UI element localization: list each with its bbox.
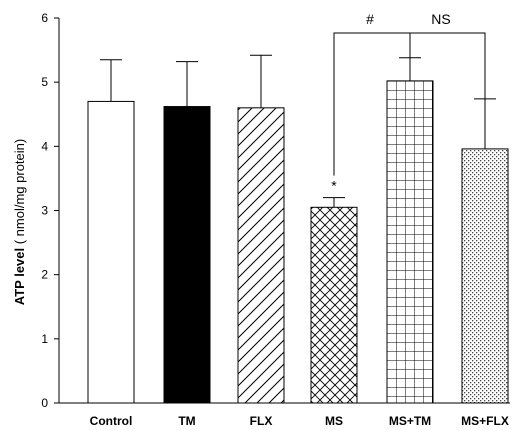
x-category-label: MS+FLX	[461, 414, 509, 428]
y-tick-label: 0	[41, 396, 48, 410]
y-tick-label: 5	[41, 75, 48, 89]
y-axis-label: ATP level ( nmol/mg protein)	[12, 139, 27, 305]
bar-flx	[237, 107, 285, 404]
significance-hash: #	[366, 11, 374, 27]
bar-ms-tm	[386, 80, 434, 404]
y-axis-label-unit: ( nmol/mg protein)	[12, 139, 27, 248]
bar-ms-flx	[461, 148, 509, 404]
y-tick-label: 4	[41, 139, 48, 153]
annotations: * # NS	[331, 11, 486, 194]
y-tick-label: 3	[41, 204, 48, 218]
significance-star: *	[331, 178, 337, 194]
x-category-label: Control	[90, 414, 133, 428]
axes: 0 1 2 3 4 5 6 Control TM FLX MS MS+TM MS+FLX	[41, 11, 510, 428]
y-tick-label: 6	[41, 11, 48, 25]
x-category-label: MS+TM	[389, 414, 431, 428]
bar-tm	[163, 106, 211, 404]
bar-ms	[310, 206, 358, 404]
x-category-label: TM	[178, 414, 195, 428]
y-axis-label-bold: ATP level	[12, 248, 27, 305]
bar-control	[87, 100, 135, 404]
y-tick-label: 1	[41, 332, 48, 346]
y-tick-label: 2	[41, 268, 48, 282]
x-category-label: FLX	[250, 414, 273, 428]
significance-ns: NS	[431, 11, 450, 27]
x-category-label: MS	[325, 414, 343, 428]
error-bars	[100, 54, 496, 208]
bars	[87, 80, 509, 404]
